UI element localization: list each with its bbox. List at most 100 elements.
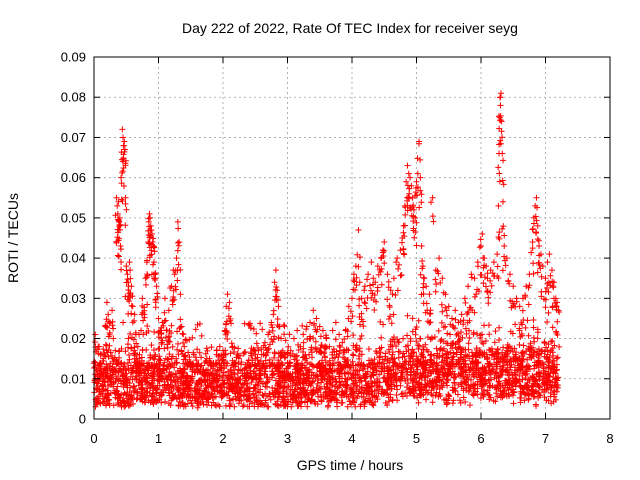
data-point (552, 370, 559, 377)
data-point (322, 359, 329, 366)
data-point (149, 362, 156, 369)
data-point (196, 320, 203, 327)
data-point (423, 396, 430, 403)
data-point (255, 401, 262, 408)
data-point (105, 311, 112, 318)
data-point (393, 259, 400, 266)
data-point (192, 326, 199, 333)
data-point (300, 370, 307, 377)
data-point (123, 206, 130, 213)
data-point (272, 385, 279, 392)
data-point (515, 364, 522, 371)
data-point (394, 386, 401, 393)
data-point (486, 382, 493, 389)
data-point (530, 324, 537, 331)
data-point (198, 354, 205, 361)
y-tick-label: 0.02 (61, 331, 86, 346)
data-point (420, 290, 427, 297)
data-point (362, 371, 369, 378)
data-point (172, 378, 179, 385)
data-point (541, 379, 548, 386)
data-point (545, 371, 552, 378)
data-point (482, 283, 489, 290)
data-point (108, 374, 115, 381)
data-point (268, 319, 275, 326)
data-point (329, 355, 336, 362)
data-point (244, 380, 251, 387)
data-point (534, 348, 541, 355)
data-point (103, 316, 110, 323)
data-point (449, 340, 456, 347)
data-point (516, 372, 523, 379)
data-point (332, 375, 339, 382)
data-point (399, 354, 406, 361)
data-point (184, 392, 191, 399)
data-point (115, 399, 122, 406)
data-point (146, 234, 153, 241)
data-point (413, 242, 420, 249)
data-point (529, 226, 536, 233)
data-point (143, 257, 150, 264)
data-point (358, 310, 365, 317)
data-point (553, 361, 560, 368)
data-point (120, 366, 127, 373)
data-point (487, 277, 494, 284)
data-point (216, 360, 223, 367)
data-point (373, 298, 380, 305)
data-point (367, 397, 374, 404)
data-point (368, 391, 375, 398)
data-point (550, 279, 557, 286)
data-point (503, 393, 510, 400)
data-point (535, 383, 542, 390)
data-point (350, 342, 357, 349)
y-tick-label: 0.09 (61, 50, 86, 65)
data-point (314, 389, 321, 396)
data-point (499, 177, 506, 184)
data-point (337, 381, 344, 388)
data-point (506, 280, 513, 287)
data-point (250, 391, 257, 398)
data-point (497, 387, 504, 394)
data-point (442, 291, 449, 298)
data-point (272, 393, 279, 400)
data-point (164, 344, 171, 351)
data-point (491, 374, 498, 381)
data-point (522, 374, 529, 381)
data-point (466, 334, 473, 341)
data-point (254, 344, 261, 351)
data-point (270, 311, 277, 318)
data-point (378, 265, 385, 272)
data-point (292, 363, 299, 370)
data-point (102, 353, 109, 360)
data-point (158, 331, 165, 338)
data-point (127, 330, 134, 337)
data-point (473, 354, 480, 361)
data-point (546, 251, 553, 258)
data-point (529, 387, 536, 394)
data-point (114, 383, 121, 390)
data-point (95, 386, 102, 393)
data-point (323, 335, 330, 342)
data-point (295, 347, 302, 354)
data-point (320, 350, 327, 357)
data-point (113, 194, 120, 201)
data-point (347, 386, 354, 393)
data-point (390, 311, 397, 318)
data-point (554, 331, 561, 338)
data-point (285, 343, 292, 350)
data-point (187, 363, 194, 370)
data-point (438, 366, 445, 373)
data-point (281, 373, 288, 380)
data-point (414, 184, 421, 191)
data-point (410, 368, 417, 375)
data-point (413, 178, 420, 185)
data-point (485, 294, 492, 301)
data-point (278, 359, 285, 366)
data-point (122, 194, 129, 201)
data-point (121, 138, 128, 145)
data-point (265, 403, 272, 410)
data-point (549, 360, 556, 367)
data-point (501, 253, 508, 260)
data-point (346, 398, 353, 405)
data-point (408, 182, 415, 189)
